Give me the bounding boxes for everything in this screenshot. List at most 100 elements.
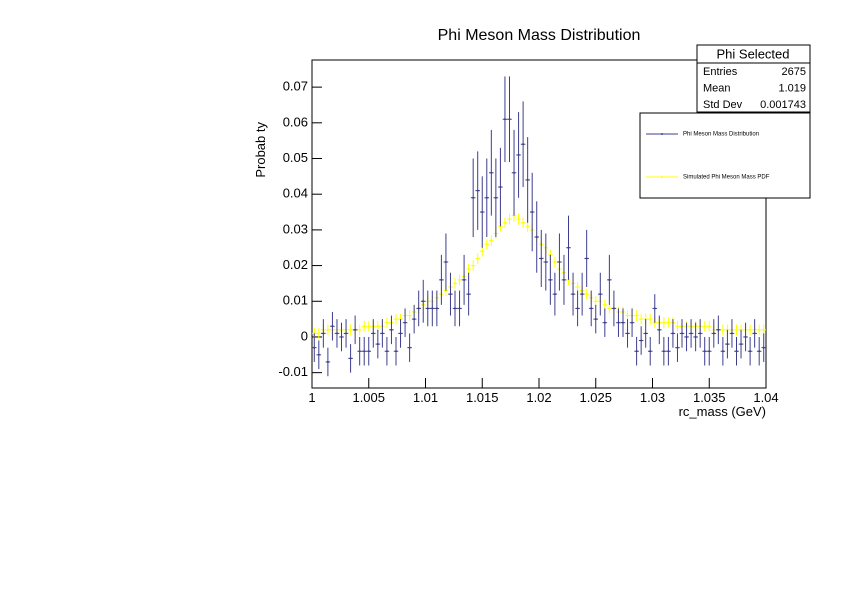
y-axis-label: Probab ty bbox=[253, 122, 268, 178]
stats-value: 2675 bbox=[782, 66, 806, 78]
point bbox=[581, 293, 584, 296]
point bbox=[394, 318, 397, 321]
stats-box: Phi Selected Entries 2675 Mean 1.019 Std Dev… bbox=[696, 44, 811, 113]
point bbox=[590, 307, 593, 310]
legend-marker bbox=[661, 176, 663, 178]
x-tick-label: 1.015 bbox=[466, 390, 499, 405]
point bbox=[694, 335, 697, 338]
point bbox=[399, 332, 402, 335]
point bbox=[476, 189, 479, 192]
point bbox=[744, 335, 747, 338]
point bbox=[549, 278, 552, 281]
y-tick-label: 0.04 bbox=[283, 186, 308, 201]
point bbox=[662, 350, 665, 353]
point bbox=[313, 346, 316, 349]
x-tick-label: 1.04 bbox=[753, 390, 778, 405]
point bbox=[531, 211, 534, 214]
legend-label: Simulated Phi Meson Mass PDF bbox=[683, 175, 770, 181]
point bbox=[394, 350, 397, 353]
point bbox=[367, 350, 370, 353]
y-tick-label: 0.06 bbox=[283, 114, 308, 129]
point bbox=[385, 350, 388, 353]
point bbox=[317, 353, 320, 356]
point bbox=[358, 328, 361, 331]
point bbox=[576, 307, 579, 310]
point bbox=[472, 196, 475, 199]
point bbox=[599, 293, 602, 296]
x-tick-label: 1.01 bbox=[413, 390, 438, 405]
point bbox=[594, 318, 597, 321]
point bbox=[449, 293, 452, 296]
point bbox=[467, 293, 470, 296]
point bbox=[703, 325, 706, 328]
point bbox=[376, 325, 379, 328]
point bbox=[544, 261, 547, 264]
point bbox=[408, 314, 411, 317]
point bbox=[513, 171, 516, 174]
y-tick-label: 0 bbox=[301, 328, 308, 343]
point bbox=[658, 328, 661, 331]
point bbox=[640, 339, 643, 342]
point bbox=[490, 171, 493, 174]
stats-value: 0.001743 bbox=[760, 99, 806, 111]
point bbox=[526, 225, 529, 228]
point bbox=[381, 332, 384, 335]
point bbox=[567, 246, 570, 249]
point bbox=[535, 236, 538, 239]
point bbox=[503, 221, 506, 224]
point bbox=[499, 186, 502, 189]
point bbox=[735, 328, 738, 331]
point bbox=[762, 328, 765, 331]
point bbox=[585, 257, 588, 260]
point bbox=[667, 350, 670, 353]
point bbox=[522, 143, 525, 146]
point bbox=[335, 332, 338, 335]
y-tick-label: 0.03 bbox=[283, 221, 308, 236]
point bbox=[354, 328, 357, 331]
point bbox=[476, 257, 479, 260]
point bbox=[458, 278, 461, 281]
point bbox=[576, 285, 579, 288]
point bbox=[608, 307, 611, 310]
point bbox=[526, 178, 529, 181]
point bbox=[671, 332, 674, 335]
point bbox=[635, 314, 638, 317]
point bbox=[404, 321, 407, 324]
point bbox=[635, 350, 638, 353]
point bbox=[413, 318, 416, 321]
point bbox=[376, 343, 379, 346]
point bbox=[408, 346, 411, 349]
point bbox=[730, 332, 733, 335]
point bbox=[490, 239, 493, 242]
point bbox=[603, 321, 606, 324]
point bbox=[481, 211, 484, 214]
point bbox=[649, 318, 652, 321]
point bbox=[608, 278, 611, 281]
point bbox=[594, 300, 597, 303]
point bbox=[417, 307, 420, 310]
point bbox=[644, 332, 647, 335]
x-tick-label: 1.005 bbox=[352, 390, 385, 405]
point bbox=[431, 307, 434, 310]
point bbox=[712, 332, 715, 335]
point bbox=[703, 350, 706, 353]
point bbox=[508, 218, 511, 221]
point bbox=[494, 196, 497, 199]
stats-value: 1.019 bbox=[778, 82, 806, 94]
point bbox=[363, 350, 366, 353]
point bbox=[603, 303, 606, 306]
point bbox=[363, 325, 366, 328]
point bbox=[553, 293, 556, 296]
point bbox=[508, 118, 511, 121]
y-tick-label: 0.01 bbox=[283, 293, 308, 308]
point bbox=[481, 250, 484, 253]
point bbox=[749, 328, 752, 331]
point bbox=[708, 325, 711, 328]
point bbox=[626, 314, 629, 317]
point bbox=[435, 307, 438, 310]
point bbox=[612, 307, 615, 310]
point bbox=[558, 261, 561, 264]
point bbox=[758, 328, 761, 331]
stats-label: Mean bbox=[703, 82, 731, 94]
